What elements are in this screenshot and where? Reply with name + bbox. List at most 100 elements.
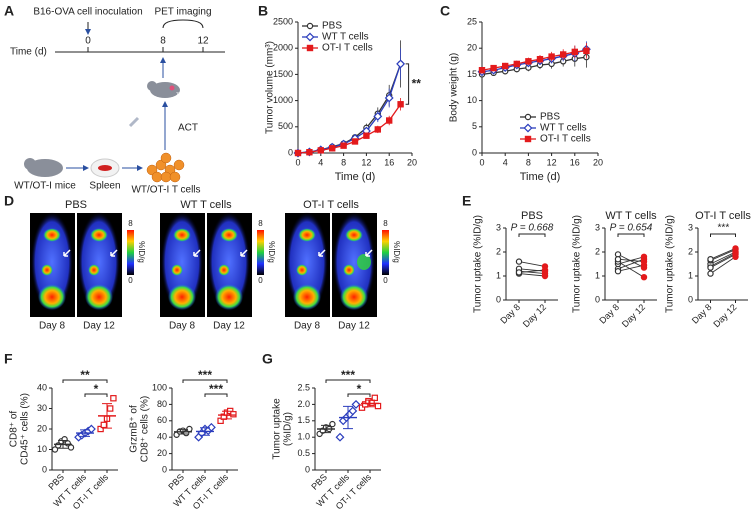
significance-bracket: [710, 233, 736, 237]
y-axis-label: CD45⁺ cells (%): [20, 393, 31, 465]
legend-label: WT T cells: [322, 32, 369, 43]
tumor-arrow: [63, 249, 71, 257]
x-tick-label: Day 12: [521, 302, 548, 329]
chart-title: PBS: [521, 210, 543, 222]
pet-hotspot: [168, 284, 196, 310]
y-tick-label: 0: [688, 294, 693, 304]
y-tick-label: 100: [152, 382, 167, 392]
x-axis-label: Time (d): [520, 171, 561, 183]
significance-label: *: [357, 382, 362, 396]
pair-line: [710, 251, 736, 265]
marker: [294, 149, 302, 157]
mice-label: WT/OT-I mice: [14, 181, 76, 192]
legend-label: WT T cells: [540, 123, 587, 134]
x-tick-label: 12: [361, 157, 371, 167]
tumor-arrow: [365, 249, 373, 257]
pet-body: [31, 212, 73, 312]
pair-line: [710, 252, 736, 267]
sd-bar: [102, 403, 112, 429]
marker: [614, 256, 622, 263]
x-tick-label: 20: [593, 157, 603, 167]
y-tick-label: 1.5: [297, 415, 310, 425]
pet-hotspot: [215, 284, 243, 310]
pair-line: [617, 261, 645, 278]
sd-bar: [343, 405, 353, 430]
pet-hotspot: [343, 264, 355, 276]
colorbar-max: 8: [258, 219, 263, 228]
day-label: Day 8: [294, 321, 321, 332]
panel-label: E: [462, 193, 471, 209]
pet-body: [286, 212, 328, 312]
legend-label: OT-I T cells: [322, 43, 373, 54]
marker: [548, 53, 555, 60]
marker: [230, 411, 237, 418]
pet-body: [78, 212, 120, 312]
y-axis-label: GrzmB⁺ of: [129, 405, 140, 453]
image-title: OT-I T cells: [303, 199, 359, 211]
significance-label: ***: [198, 368, 212, 382]
marker: [571, 48, 579, 56]
y-tick-label: 40: [157, 432, 167, 442]
marker: [306, 22, 314, 30]
marker: [707, 264, 714, 271]
significance-label: ***: [341, 368, 355, 382]
pair-line: [617, 253, 645, 269]
pair-line: [710, 254, 736, 268]
marker: [384, 93, 394, 103]
panel-label: A: [4, 3, 14, 19]
colorbar: [127, 230, 134, 275]
day-label: Day 12: [338, 321, 370, 332]
time-label: Time (d): [10, 47, 47, 58]
y-tick-label: 15: [467, 69, 477, 79]
marker: [386, 117, 393, 124]
pair-line: [710, 256, 736, 274]
pet-hotspot: [298, 228, 316, 242]
y-tick-label: 5: [472, 121, 477, 131]
marker: [335, 432, 345, 442]
pet-hotspot: [345, 228, 363, 242]
y-tick-label: 3: [496, 222, 501, 232]
x-tick-label: 20: [407, 157, 417, 167]
marker: [640, 258, 648, 265]
pet-body: [333, 212, 375, 312]
y-tick-label: 3: [688, 222, 693, 232]
marker: [732, 245, 739, 252]
marker: [374, 402, 382, 410]
marker: [397, 101, 404, 108]
marker: [100, 421, 107, 429]
legend-label: PBS: [540, 112, 560, 123]
y-axis-label: Tumor volume (mm³): [265, 41, 276, 134]
significance-label: **: [80, 368, 90, 382]
marker: [351, 399, 361, 409]
pet-label: PET imaging: [154, 7, 211, 18]
pair-line: [518, 269, 546, 273]
y-tick-label: 40: [37, 382, 47, 392]
day-label: Day 12: [213, 321, 245, 332]
colorbar-unit: %ID/g: [392, 241, 401, 263]
y-tick-label: 0: [472, 147, 477, 157]
pet-hotspot: [173, 228, 191, 242]
marker: [373, 111, 383, 121]
marker: [541, 266, 549, 274]
y-tick-label: 1000: [273, 95, 293, 105]
tumor-arrow: [110, 249, 118, 257]
marker: [515, 269, 523, 276]
x-tick-label: Day 12: [620, 302, 647, 329]
panel-label: D: [4, 193, 14, 209]
marker: [523, 123, 533, 133]
marker: [340, 142, 347, 149]
significance-bracket: [347, 393, 371, 397]
y-axis-label: Tumor uptake (%ID/g): [572, 215, 583, 313]
marker: [707, 256, 714, 263]
y-tick-label: 1.0: [297, 432, 310, 442]
panel-label: G: [262, 351, 273, 367]
pet-hotspot: [38, 284, 66, 310]
marker: [583, 47, 590, 55]
pair-line: [710, 249, 736, 261]
mouse-head: [147, 81, 157, 91]
mouse-icon: [27, 159, 63, 177]
y-tick-label: 1: [595, 270, 600, 280]
marker: [110, 395, 117, 402]
panel-label: C: [440, 3, 450, 19]
marker: [478, 67, 486, 74]
